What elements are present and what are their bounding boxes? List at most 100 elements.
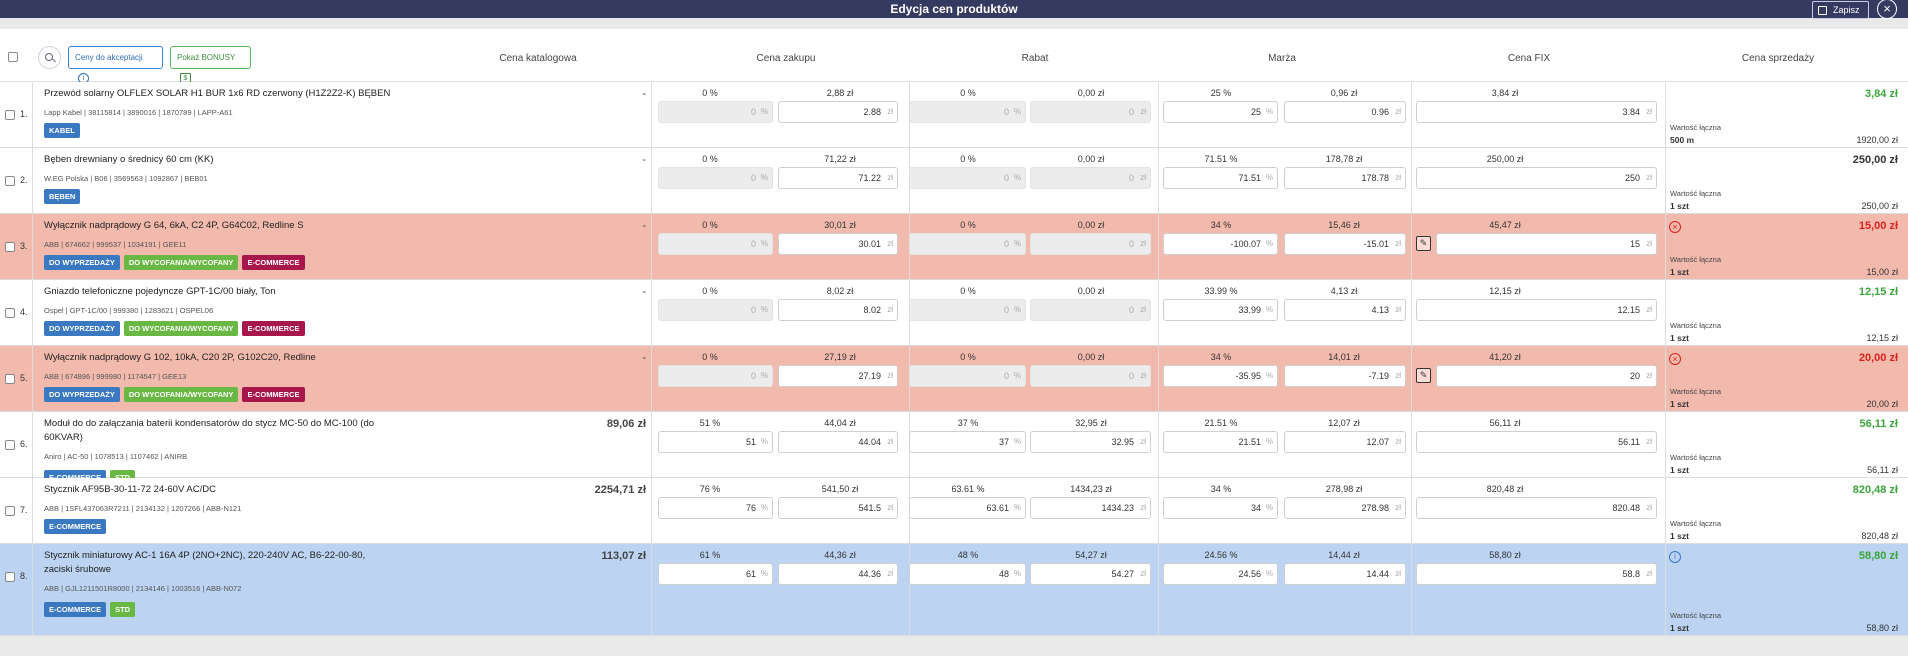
show-bonus-label: Pokaż BONUSY <box>177 53 236 62</box>
margin-pct-input[interactable]: 21.51% <box>1163 431 1278 453</box>
rebate-pct-input[interactable]: 48% <box>909 563 1026 585</box>
discount-pct-input[interactable]: 0% <box>658 365 773 387</box>
row-checkbox[interactable] <box>5 176 15 186</box>
rebate-value-input[interactable]: 32.95 zł <box>1030 431 1151 453</box>
column-divider <box>32 544 33 635</box>
unit-label: zł <box>1646 569 1652 578</box>
tag-wyp: DO WYPRZEDAŻY <box>44 387 120 402</box>
column-divider <box>1665 214 1666 279</box>
col-catalog-price[interactable]: Cena katalogowa <box>499 53 577 64</box>
rebate-pct-input[interactable]: 0% <box>909 233 1026 255</box>
row-checkbox[interactable] <box>5 308 15 318</box>
purchase-price-input[interactable]: 541.5 zł <box>778 497 898 519</box>
rebate-value-input[interactable]: 0 zł <box>1030 233 1151 255</box>
purchase-price-input[interactable]: 30.01 zł <box>778 233 898 255</box>
col-sale-price[interactable]: Cena sprzedaży <box>1741 53 1815 64</box>
row-checkbox[interactable] <box>5 374 15 384</box>
margin-value-input[interactable]: -15.01 zł <box>1284 233 1406 255</box>
col-discount[interactable]: Rabat <box>1021 53 1049 64</box>
label-a1: 0 % <box>702 352 718 362</box>
row-checkbox[interactable] <box>5 572 15 582</box>
product-name: Stycznik miniaturowy AC-1 16A 4P (2NO+2N… <box>44 550 366 575</box>
margin-pct-input[interactable]: 25% <box>1163 101 1278 123</box>
pending-prices-button[interactable]: Ceny do akceptacjii <box>68 46 163 85</box>
header-bar: Edycja cen produktów Zapisz × <box>0 0 1908 19</box>
purchase-price-input[interactable]: 44.04 zł <box>778 431 898 453</box>
discount-pct-input[interactable]: 0% <box>658 167 773 189</box>
margin-pct-input[interactable]: -35.95% <box>1163 365 1278 387</box>
row-checkbox[interactable] <box>5 440 15 450</box>
rebate-value-input[interactable]: 0 zł <box>1030 167 1151 189</box>
discount-pct-input[interactable]: 0% <box>658 299 773 321</box>
input-value: 33.99 <box>1238 305 1261 315</box>
input-value: 0 <box>750 107 756 117</box>
margin-value-input[interactable]: -7.19 zł <box>1284 365 1406 387</box>
fix-price-input[interactable]: 820.48 zł <box>1416 497 1657 519</box>
save-button[interactable]: Zapisz <box>1812 1 1869 19</box>
rebate-value-input[interactable]: 0 zł <box>1030 101 1151 123</box>
column-divider <box>32 214 33 279</box>
margin-value-input[interactable]: 4.13 zł <box>1284 299 1406 321</box>
fix-price-input[interactable]: 15 zł <box>1436 233 1657 255</box>
rebate-value-input[interactable]: 1434.23 zł <box>1030 497 1151 519</box>
discount-pct-input[interactable]: 0% <box>658 101 773 123</box>
rebate-pct-input[interactable]: 0% <box>909 167 1026 189</box>
row-checkbox[interactable] <box>5 110 15 120</box>
fix-price-input[interactable]: 20 zł <box>1436 365 1657 387</box>
margin-value-input[interactable]: 278.98 zł <box>1284 497 1406 519</box>
rebate-pct-input[interactable]: 37% <box>909 431 1026 453</box>
column-divider <box>1158 148 1159 213</box>
margin-value-input[interactable]: 12.07 zł <box>1284 431 1406 453</box>
fix-price-input[interactable]: 58.8 zł <box>1416 563 1657 585</box>
fix-price-input[interactable]: 56.11 zł <box>1416 431 1657 453</box>
discount-pct-input[interactable]: 61% <box>658 563 773 585</box>
rebate-pct-input[interactable]: 0% <box>909 365 1026 387</box>
select-all-checkbox[interactable] <box>8 52 18 62</box>
show-bonus-button[interactable]: Pokaż BONUSY$ <box>170 46 251 85</box>
rebate-pct-input[interactable]: 63.61% <box>909 497 1026 519</box>
margin-pct-input[interactable]: 33.99% <box>1163 299 1278 321</box>
label-a2: 8,02 zł <box>826 286 854 296</box>
margin-value-input[interactable]: 178.78 zł <box>1284 167 1406 189</box>
purchase-price-input[interactable]: 27.19 zł <box>778 365 898 387</box>
edit-fix-button[interactable]: ✎ <box>1416 236 1431 251</box>
discount-pct-input[interactable]: 0% <box>658 233 773 255</box>
col-fix-price[interactable]: Cena FIX <box>1507 53 1551 64</box>
margin-value-input[interactable]: 14.44 zł <box>1284 563 1406 585</box>
discount-pct-input[interactable]: 51% <box>658 431 773 453</box>
purchase-price-input[interactable]: 71.22 zł <box>778 167 898 189</box>
margin-value-input[interactable]: 0.96 zł <box>1284 101 1406 123</box>
row-checkbox[interactable] <box>5 242 15 252</box>
purchase-price-input[interactable]: 2.88 zł <box>778 101 898 123</box>
unit-label: zł <box>887 305 893 314</box>
row-checkbox[interactable] <box>5 506 15 516</box>
fix-price-input[interactable]: 250 zł <box>1416 167 1657 189</box>
column-divider <box>1158 82 1159 147</box>
margin-pct-input[interactable]: 71.51% <box>1163 167 1278 189</box>
fix-price-input[interactable]: 12.15 zł <box>1416 299 1657 321</box>
search-button[interactable] <box>38 46 61 69</box>
label-b1: 37 % <box>957 418 979 428</box>
margin-pct-input[interactable]: 24.56% <box>1163 563 1278 585</box>
col-margin[interactable]: Marża <box>1268 53 1296 64</box>
rebate-pct-input[interactable]: 0% <box>909 299 1026 321</box>
unit-label: zł <box>1646 437 1652 446</box>
discount-pct-input[interactable]: 76% <box>658 497 773 519</box>
error-icon: × <box>1669 221 1681 233</box>
margin-pct-input[interactable]: 34% <box>1163 497 1278 519</box>
margin-pct-input[interactable]: -100.07% <box>1163 233 1278 255</box>
edit-fix-button[interactable]: ✎ <box>1416 368 1431 383</box>
label-d1: 56,11 zł <box>1489 418 1521 428</box>
product-codes: ABB | 674662 | 999537 | 1034191 | GEE11 <box>44 240 187 249</box>
purchase-price-input[interactable]: 44.36 zł <box>778 563 898 585</box>
col-purchase-price[interactable]: Cena zakupu <box>756 53 816 64</box>
rebate-pct-input[interactable]: 0% <box>909 101 1026 123</box>
rebate-value-input[interactable]: 54.27 zł <box>1030 563 1151 585</box>
label-c1: 71.51 % <box>1204 154 1238 164</box>
rebate-value-input[interactable]: 0 zł <box>1030 365 1151 387</box>
close-button[interactable]: × <box>1877 0 1897 19</box>
purchase-price-input[interactable]: 8.02 zł <box>778 299 898 321</box>
fix-price-input[interactable]: 3.84 zł <box>1416 101 1657 123</box>
rebate-value-input[interactable]: 0 zł <box>1030 299 1151 321</box>
label-c2: 0,96 zł <box>1330 88 1358 98</box>
